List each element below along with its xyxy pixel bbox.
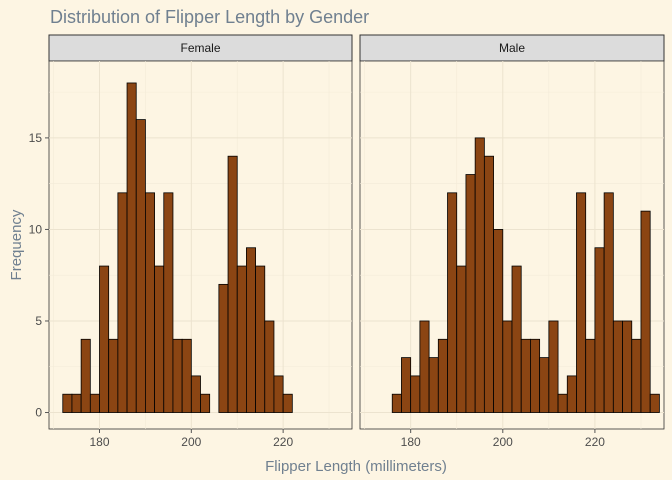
bar-female-182 [108,338,119,413]
bars-female [62,82,293,413]
bar-male-196 [483,155,494,413]
bar-male-228 [631,338,642,413]
x-tick-label: 220 [273,435,293,449]
bar-female-190 [145,192,155,413]
bar-male-194 [474,137,485,413]
x-tick-label: 180 [89,435,109,449]
y-tick-label: 10 [29,222,43,236]
bar-male-222 [603,192,614,413]
bar-female-176 [80,338,91,413]
bar-male-204 [520,338,531,413]
bar-male-218 [585,338,596,413]
bar-male-198 [493,229,504,413]
y-tick-label: 0 [35,406,42,420]
strip-female [48,34,353,62]
facet-male: Male 180 200 220 [359,34,665,449]
strip-label-female: Female [180,41,220,55]
x-axis-ticks-female: 180 200 220 [89,429,293,449]
bar-male-216 [576,192,587,413]
bar-female-174 [71,393,82,413]
bar-female-220 [282,393,293,413]
x-tick-label: 220 [585,435,605,449]
bar-female-212 [246,247,256,413]
bar-male-212 [557,393,568,413]
strip-label-male: Male [499,41,525,55]
bars-male [391,137,660,413]
bar-female-196 [172,338,183,413]
facet-female: Female 180 200 220 [48,34,353,449]
bar-female-218 [273,375,284,413]
bar-male-178 [401,357,412,413]
x-tick-label: 200 [181,435,201,449]
bar-female-194 [163,192,174,413]
bar-male-214 [566,375,577,413]
bar-male-226 [622,320,633,413]
bar-male-190 [456,265,467,413]
x-tick-label: 200 [493,435,513,449]
strip-male [359,34,665,62]
bar-male-210 [548,320,559,413]
bar-female-208 [227,155,238,413]
bar-male-202 [511,265,522,413]
x-axis-title: Flipper Length (millimeters) [265,458,447,475]
bar-female-186 [126,82,137,413]
bar-female-192 [154,265,165,413]
bar-female-172 [62,393,73,413]
y-axis-title: Frequency [8,209,25,280]
bar-male-184 [428,357,439,413]
bar-female-184 [117,192,128,413]
y-tick-label: 5 [35,314,42,328]
bar-male-186 [437,338,448,413]
bar-male-176 [391,393,402,413]
y-tick-label: 15 [29,131,43,145]
bar-female-202 [200,393,211,413]
x-tick-label: 180 [401,435,421,449]
bar-male-224 [612,320,623,413]
bar-male-188 [447,192,458,413]
panel-female [48,60,353,430]
bar-female-206 [218,283,229,413]
bar-male-192 [465,174,476,413]
x-axis-ticks-male: 180 200 220 [401,429,605,449]
bar-male-230 [640,210,651,413]
bar-male-232 [649,393,660,413]
chart-title: Distribution of Flipper Length by Gender [50,7,369,27]
y-axis: 0 5 10 15 [29,131,49,420]
bar-male-200 [502,320,513,413]
bar-male-208 [539,357,550,413]
bar-male-180 [410,375,421,413]
bar-female-210 [236,265,247,413]
bar-female-198 [181,338,192,413]
bar-female-216 [264,320,275,413]
bar-female-214 [255,265,266,413]
bar-male-220 [594,247,605,413]
bar-male-182 [419,320,430,413]
bar-female-180 [99,265,110,413]
bar-female-178 [89,393,100,413]
bar-female-200 [190,375,201,413]
bar-female-188 [135,119,146,413]
bar-male-206 [530,338,541,413]
